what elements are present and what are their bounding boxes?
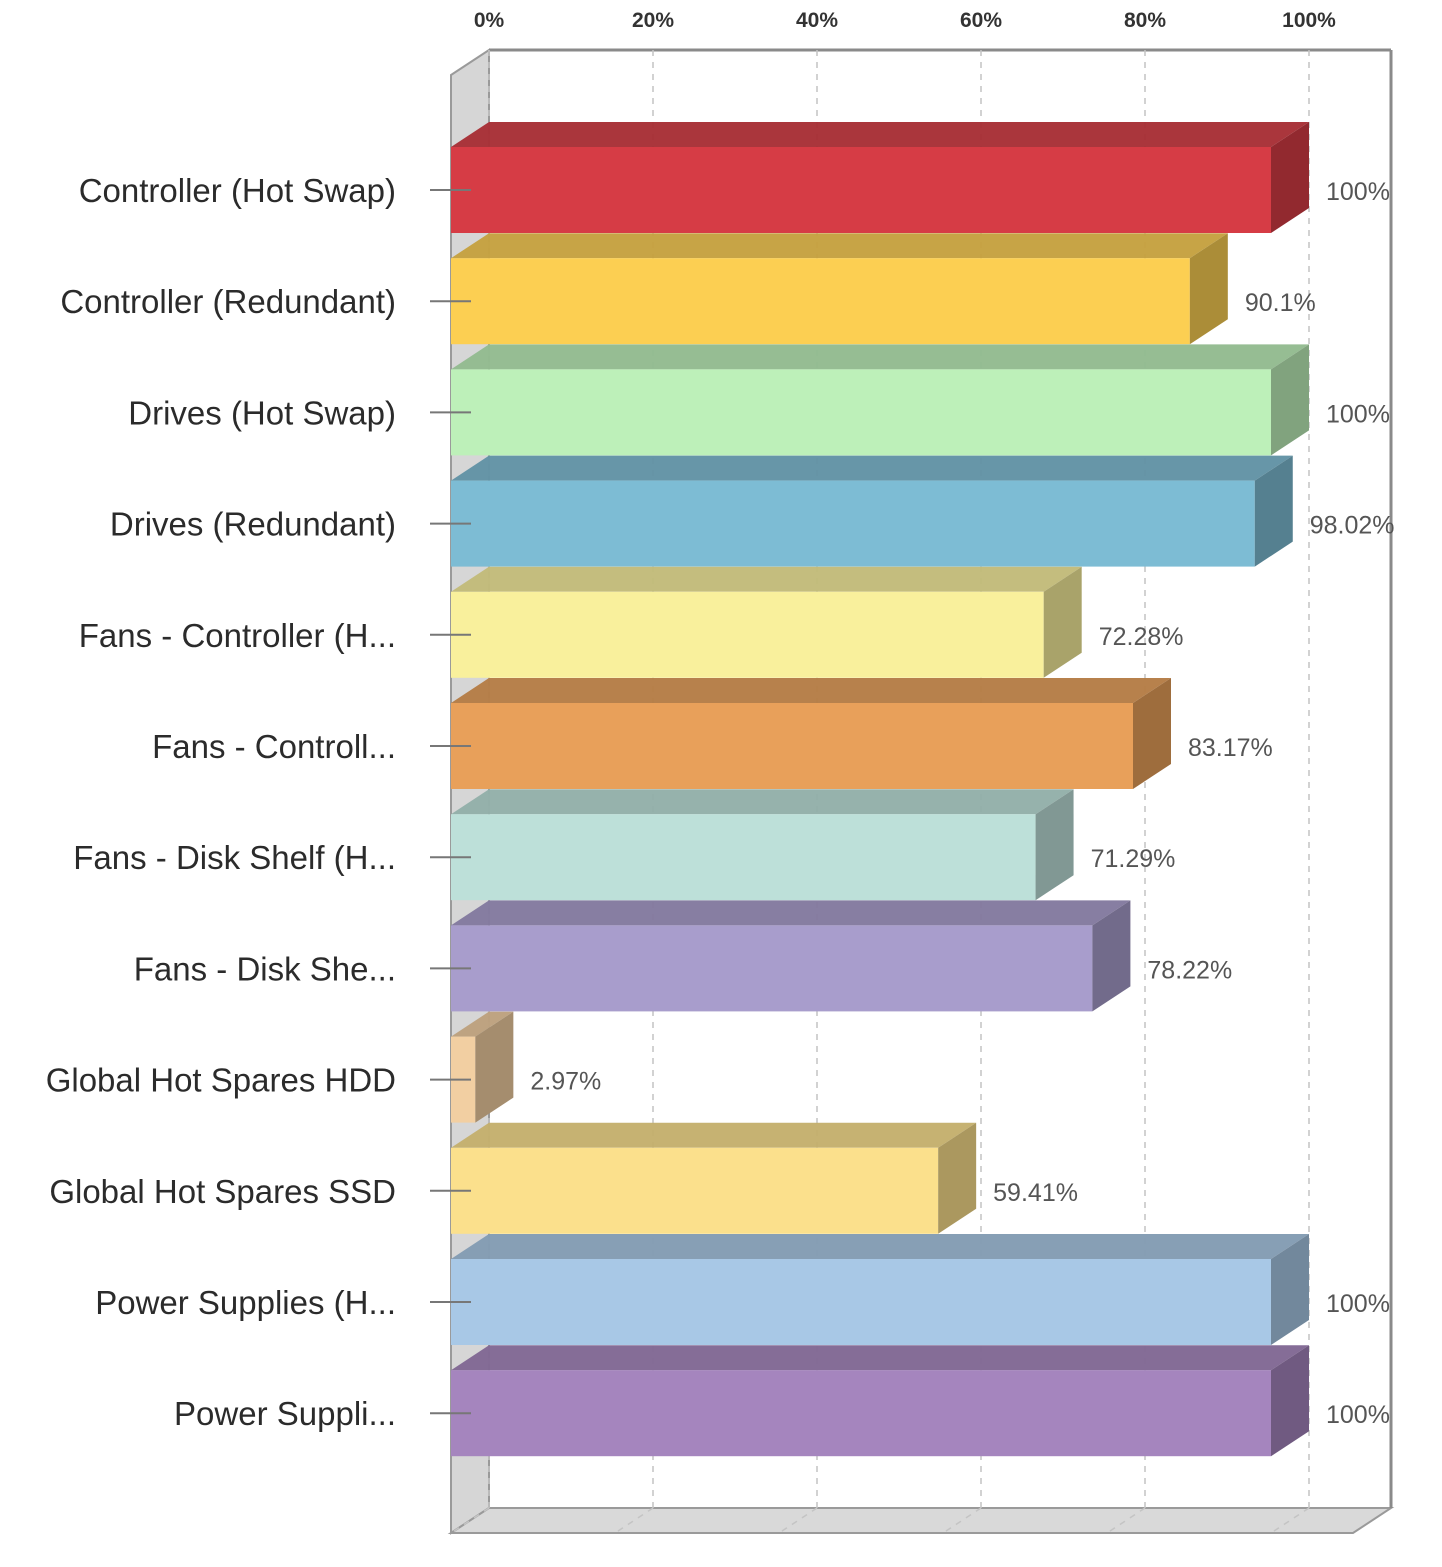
bar-top-face [451, 789, 1074, 815]
floor-gridline [942, 1507, 982, 1534]
category-label: Fans - Disk Shelf (H... [73, 839, 396, 876]
bar-side-face [938, 1122, 977, 1234]
category-label: Global Hot Spares SSD [49, 1173, 396, 1210]
x-tick-label: 80% [1124, 9, 1166, 32]
bar-top-face [451, 455, 1293, 481]
value-label: 100% [1326, 1401, 1390, 1429]
bar-front-face [451, 1259, 1271, 1345]
bar-top-face [451, 566, 1082, 592]
floor-gridline [1270, 1507, 1310, 1534]
value-label: 100% [1326, 178, 1390, 206]
bar-front-face [451, 814, 1036, 901]
x-tick-label: 60% [960, 9, 1002, 32]
category-label: Drives (Hot Swap) [128, 394, 396, 431]
bar-front-face [451, 591, 1044, 678]
bar-side-face [1043, 566, 1082, 678]
category-labels: Controller (Hot Swap) Controller (Redunda… [46, 172, 471, 1432]
bar-top-face [451, 1345, 1309, 1371]
bar-top-face [451, 1234, 1309, 1259]
value-label: 72.28% [1099, 623, 1184, 651]
bars [451, 122, 1309, 1457]
value-label: 83.17% [1188, 734, 1273, 762]
bar-top-face [451, 122, 1309, 147]
x-tick-label: 100% [1282, 9, 1336, 32]
x-axis-ticks: 0% 20% 40% 60% 80% 100% [474, 9, 1336, 32]
bar [451, 1234, 1309, 1345]
value-label: 2.97% [530, 1068, 601, 1096]
value-label: 100% [1326, 400, 1390, 428]
x-tick-label: 0% [474, 9, 505, 32]
bar-front-face [451, 369, 1271, 456]
x-tick-label: 40% [796, 9, 838, 32]
value-label: 90.1% [1245, 289, 1316, 317]
category-label: Controller (Redundant) [60, 283, 396, 320]
category-label: Power Supplies (H... [95, 1284, 396, 1321]
bar-side-face [475, 1011, 514, 1123]
floor-gridline [450, 1507, 490, 1534]
value-label: 78.22% [1147, 956, 1232, 984]
x-tick-label: 20% [632, 9, 674, 32]
floor-gridline [614, 1507, 654, 1534]
bar-front-face [451, 1370, 1271, 1457]
bar-side-face [1271, 1234, 1309, 1345]
bar [451, 455, 1293, 567]
bar-front-face [451, 1147, 939, 1234]
bar-side-face [1092, 900, 1131, 1012]
bar-top-face [451, 344, 1309, 370]
bar-side-face [1254, 455, 1293, 567]
value-label: 59.41% [993, 1179, 1078, 1207]
bar [451, 1345, 1309, 1457]
bar-front-face [451, 147, 1271, 233]
bar [451, 566, 1082, 678]
bar [451, 789, 1074, 901]
bar [451, 900, 1131, 1012]
category-label: Fans - Controller (H... [79, 617, 396, 654]
value-labels: 100% 90.1% 100% 98.02% 72.28% 83.17% 71.29% 78.… [530, 178, 1394, 1429]
value-label: 100% [1326, 1290, 1390, 1318]
bar [451, 1011, 514, 1123]
bar-front-face [451, 925, 1093, 1012]
category-label: Power Suppli... [174, 1395, 396, 1432]
category-label: Controller (Hot Swap) [79, 172, 396, 209]
bar-top-face [451, 1011, 514, 1037]
value-label: 71.29% [1091, 845, 1176, 873]
bar-front-face [451, 480, 1255, 567]
bar-front-face [451, 703, 1133, 789]
bar-top-face [451, 233, 1228, 259]
value-label: 98.02% [1310, 512, 1395, 540]
bar-top-face [451, 678, 1171, 703]
bar-top-face [451, 1122, 977, 1148]
floor-gridline [778, 1507, 818, 1534]
bar-side-face [1271, 344, 1309, 456]
bar-side-face [1271, 122, 1309, 233]
bar-front-face [451, 258, 1190, 345]
category-label: Fans - Disk She... [134, 950, 396, 987]
bar [451, 122, 1309, 233]
bar-side-face [1132, 678, 1171, 789]
bar-top-face [451, 900, 1131, 926]
bar [451, 344, 1309, 456]
bar-side-face [1271, 1345, 1309, 1457]
floor-gridline [1106, 1507, 1146, 1534]
bar [451, 678, 1171, 789]
category-label: Fans - Controll... [152, 728, 396, 765]
bar-side-face [1189, 233, 1228, 345]
floor [447, 1507, 1395, 1534]
category-label: Global Hot Spares HDD [46, 1062, 396, 1099]
bar [451, 1122, 977, 1234]
category-label: Drives (Redundant) [110, 506, 396, 543]
bar-side-face [1035, 789, 1074, 901]
bar [451, 233, 1228, 345]
